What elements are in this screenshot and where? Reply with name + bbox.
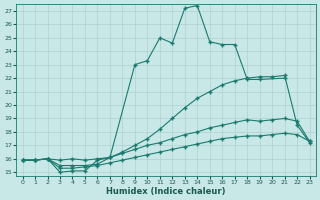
X-axis label: Humidex (Indice chaleur): Humidex (Indice chaleur)	[106, 187, 226, 196]
